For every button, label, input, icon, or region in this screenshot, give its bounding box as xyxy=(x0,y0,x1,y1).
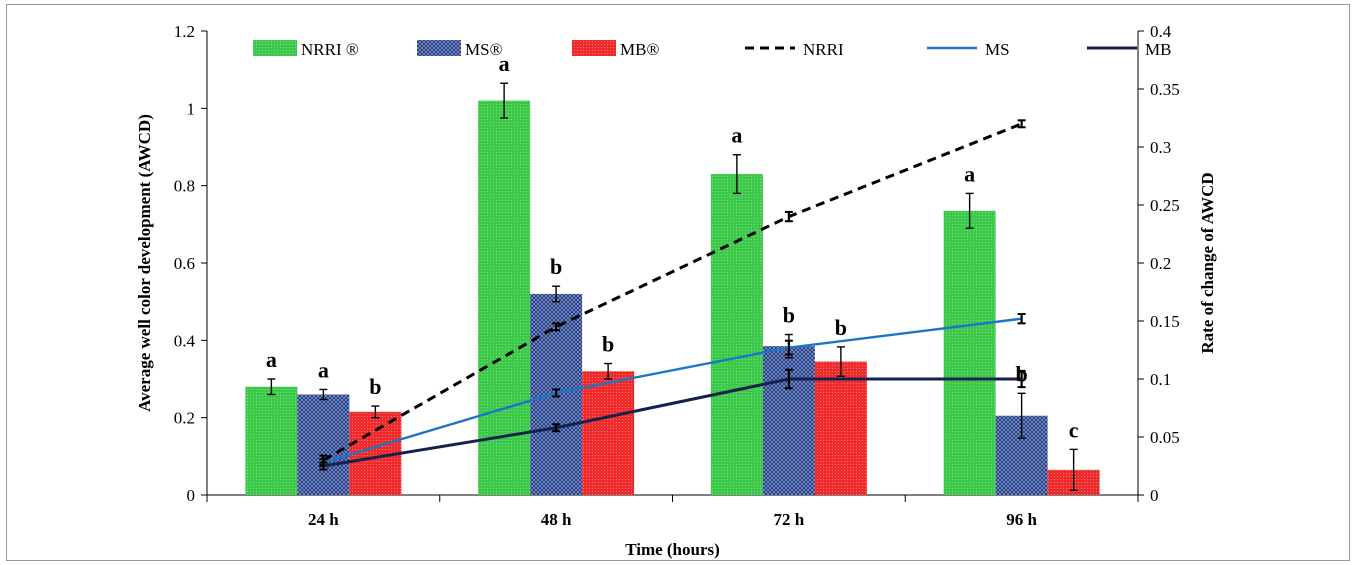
significance-letter: b xyxy=(835,315,847,340)
axes-layer: 0 0.2 0.4 0.6 0.8 1 1.2 0 0.05 0.1 0.15 0.2 0.25 0.3 0… xyxy=(135,22,1217,559)
left-tick-label: 0.2 xyxy=(174,409,195,428)
right-tick-label: 0.15 xyxy=(1150,312,1180,331)
y2-axis-title: Rate of change of AWCD xyxy=(1198,172,1217,353)
x-tick-label: 72 h xyxy=(774,510,805,529)
legend-label: MB® xyxy=(620,40,659,59)
bar xyxy=(943,210,996,496)
right-tick-label: 0 xyxy=(1150,486,1159,505)
series-line xyxy=(322,122,1023,462)
series-line xyxy=(323,377,1022,468)
bar xyxy=(245,386,298,495)
legend-label: MS® xyxy=(465,40,503,59)
right-tick-label: 0.3 xyxy=(1150,138,1171,157)
right-tick-label: 0.05 xyxy=(1150,428,1180,447)
bar xyxy=(814,361,867,495)
labels-layer: a a a a a b b b b b b c xyxy=(266,51,1079,442)
significance-letter: b xyxy=(550,254,562,279)
series-line xyxy=(323,317,1022,464)
significance-letter: a xyxy=(499,51,510,76)
significance-letter: c xyxy=(1069,417,1079,442)
significance-letter: a xyxy=(964,161,975,186)
left-tick-label: 0 xyxy=(187,486,196,505)
legend-label: MB xyxy=(1145,40,1171,59)
legend-label: NRRI xyxy=(803,40,844,59)
y-axis-title: Average well color development (AWCD) xyxy=(135,114,154,412)
significance-letter: a xyxy=(731,123,742,148)
significance-letter: a xyxy=(318,357,329,382)
bar xyxy=(297,394,350,495)
bars-layer xyxy=(245,82,1100,496)
left-tick-label: 0.4 xyxy=(174,331,196,350)
right-tick-label: 0.4 xyxy=(1150,22,1172,41)
legend-label: MS xyxy=(985,40,1010,59)
awcd-chart: 0 0.2 0.4 0.6 0.8 1 1.2 0 0.05 0.1 0.15 0.2 0.25 0.3 0… xyxy=(135,22,1217,559)
right-tick-label: 0.25 xyxy=(1150,196,1180,215)
legend-swatch xyxy=(253,40,297,56)
legend-swatch xyxy=(572,40,616,56)
left-tick-label: 1 xyxy=(187,99,196,118)
bar xyxy=(762,346,815,495)
significance-letter: b xyxy=(1016,361,1028,386)
chart-frame: 0 0.2 0.4 0.6 0.8 1 1.2 0 0.05 0.1 0.15 0.2 0.25 0.3 0… xyxy=(6,4,1350,561)
legend: NRRI ® MS® MB® NRRI MS MB xyxy=(253,40,1171,59)
legend-swatch xyxy=(417,40,461,56)
left-tick-label: 1.2 xyxy=(174,22,195,41)
bar xyxy=(710,174,763,496)
x-tick-label: 96 h xyxy=(1006,510,1037,529)
x-tick-label: 24 h xyxy=(308,510,339,529)
significance-letter: b xyxy=(783,303,795,328)
left-tick-label: 0.8 xyxy=(174,177,195,196)
significance-letter: a xyxy=(266,347,277,372)
bar xyxy=(478,100,531,495)
right-tick-label: 0.35 xyxy=(1150,80,1180,99)
significance-letter: b xyxy=(369,374,381,399)
significance-letter: b xyxy=(602,332,614,357)
x-axis-title: Time (hours) xyxy=(625,540,720,559)
lines-layer xyxy=(319,119,1026,471)
bar xyxy=(582,371,635,495)
right-tick-label: 0.2 xyxy=(1150,254,1171,273)
x-tick-label: 48 h xyxy=(541,510,572,529)
legend-label: NRRI ® xyxy=(301,40,359,59)
left-tick-label: 0.6 xyxy=(174,254,195,273)
right-tick-label: 0.1 xyxy=(1150,370,1171,389)
